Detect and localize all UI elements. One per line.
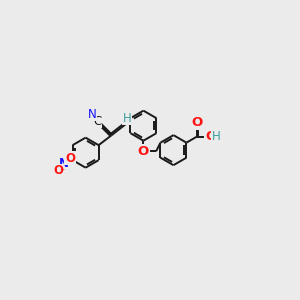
Text: H: H [123,112,132,125]
Text: O: O [191,116,202,129]
Text: +: + [64,156,71,165]
Text: O: O [53,164,63,177]
Text: C: C [93,115,101,128]
Text: N: N [88,108,97,121]
Text: ⁻: ⁻ [59,167,64,178]
Text: O: O [205,130,216,143]
Text: N: N [59,157,69,170]
Text: H: H [212,130,220,143]
Text: O: O [65,152,75,165]
Text: O: O [138,145,149,158]
